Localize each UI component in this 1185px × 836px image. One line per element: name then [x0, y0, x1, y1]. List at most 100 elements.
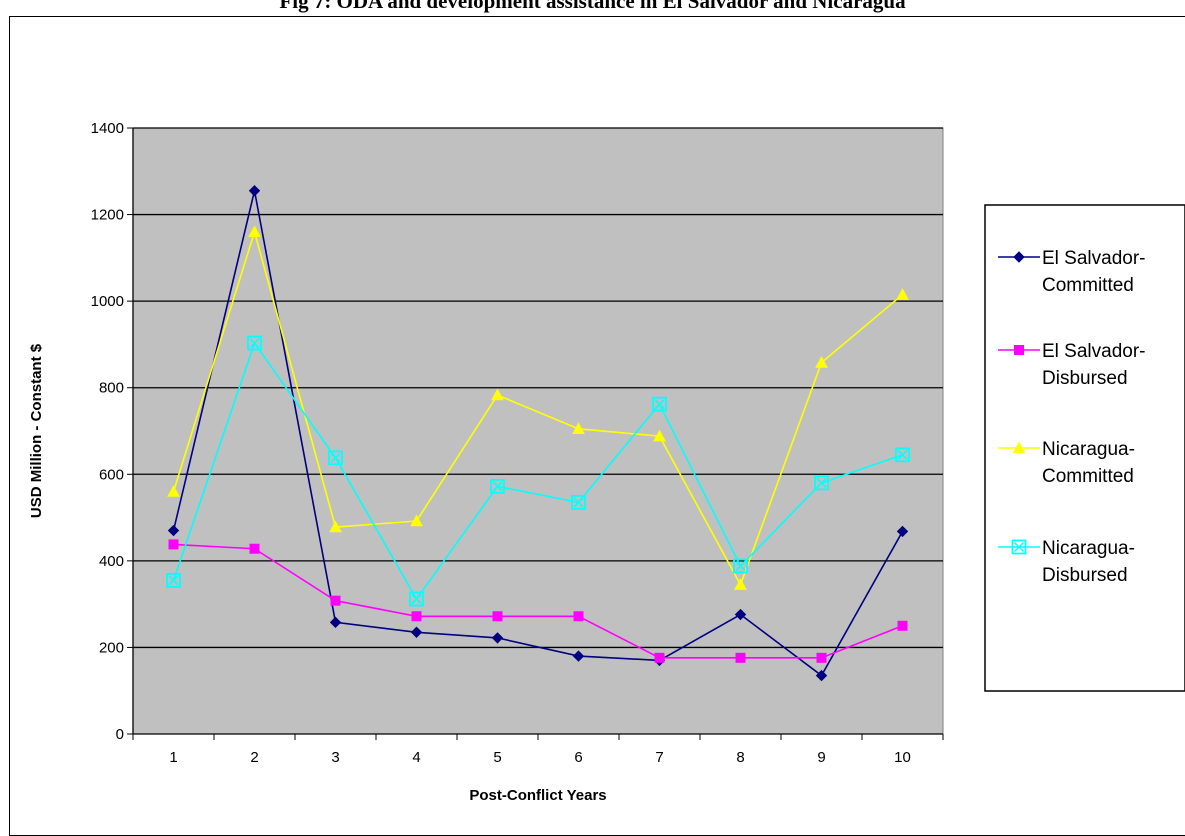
data-point — [897, 620, 908, 631]
marker-diamond — [572, 650, 585, 662]
data-point — [167, 524, 180, 537]
data-point — [735, 652, 746, 663]
legend-marker — [1014, 345, 1024, 355]
marker-x-b — [330, 452, 341, 463]
marker-box — [490, 479, 505, 494]
legend-entry-3: Nicaragua- Disbursed — [998, 538, 1135, 586]
series-line — [172, 190, 904, 677]
data-point — [491, 632, 504, 644]
marker-x-b — [249, 338, 260, 349]
data-point — [734, 608, 747, 621]
legend-label: Committed — [1042, 466, 1134, 487]
x-tick-label: 10 — [894, 749, 911, 766]
x-tick-label: 1 — [169, 749, 177, 766]
marker-box — [652, 396, 667, 412]
data-point — [167, 485, 180, 497]
data-point — [330, 595, 341, 606]
data-point — [411, 611, 422, 622]
marker-x-b — [492, 481, 503, 492]
x-tick-label: 3 — [331, 749, 339, 766]
marker-triangle — [329, 520, 342, 533]
y-tick-label: 600 — [99, 466, 124, 483]
marker-triangle — [734, 578, 747, 590]
data-point — [492, 611, 503, 622]
legend-marker — [1012, 441, 1026, 454]
x-tick-label: 2 — [250, 749, 258, 766]
data-point — [814, 475, 829, 491]
marker-square — [411, 611, 422, 622]
data-point — [571, 495, 586, 510]
marker-box — [814, 475, 829, 491]
marker-square — [330, 595, 341, 606]
legend: El Salvador- Committed El Salvador- Disburs… — [984, 204, 1185, 692]
marker-square — [249, 543, 260, 554]
data-point — [329, 616, 342, 629]
legend-entry-1: El Salvador- Disbursed — [998, 341, 1146, 389]
marker-x-b — [411, 593, 422, 604]
series-line — [173, 543, 903, 659]
y-tick-label: 1400 — [91, 120, 124, 137]
legend-label: El Salvador- — [1042, 248, 1146, 269]
marker-diamond — [1013, 251, 1025, 263]
legend-entry-0: El Salvador- Committed — [998, 248, 1146, 296]
marker-diamond — [248, 185, 261, 197]
series-2 — [167, 225, 909, 590]
marker-square — [573, 611, 584, 622]
data-point — [409, 591, 424, 607]
marker-x-b — [897, 449, 908, 460]
series-3 — [166, 335, 910, 607]
legend-label: Disbursed — [1042, 565, 1128, 586]
marker-box — [247, 335, 262, 351]
data-point — [166, 572, 181, 588]
marker-diamond — [329, 616, 342, 629]
plot-area — [132, 127, 944, 735]
legend-label: Committed — [1042, 275, 1134, 296]
data-point — [328, 450, 343, 466]
marker-square — [654, 652, 665, 663]
x-tick-label: 7 — [655, 749, 663, 766]
marker-triangle — [167, 485, 180, 497]
marker-triangle — [491, 388, 504, 401]
marker-triangle — [410, 514, 423, 527]
marker-square — [816, 652, 827, 663]
data-point — [248, 225, 261, 238]
data-point — [653, 429, 666, 442]
y-tick-label: 1000 — [91, 293, 124, 310]
marker-triangle — [248, 225, 261, 238]
marker-x-b — [735, 561, 746, 572]
legend-label: Disbursed — [1042, 368, 1128, 389]
legend-label: Nicaragua- — [1042, 538, 1135, 559]
marker-diamond — [896, 525, 909, 538]
data-point — [248, 185, 261, 197]
series-line — [172, 229, 904, 587]
marker-box — [328, 450, 343, 466]
data-point — [896, 288, 909, 300]
data-point — [815, 356, 828, 368]
data-point — [249, 543, 260, 554]
x-axis-title: Post-Conflict Years — [469, 787, 606, 804]
y-tick-label: 200 — [99, 639, 124, 656]
marker-box — [1011, 539, 1027, 555]
data-point — [815, 669, 828, 682]
series-0 — [167, 185, 909, 682]
data-point — [491, 388, 504, 401]
data-point — [572, 422, 585, 435]
marker-x-b — [573, 497, 584, 508]
marker-diamond — [167, 524, 180, 537]
marker-x-b — [168, 575, 179, 586]
x-tick-label: 8 — [736, 749, 744, 766]
marker-x-b — [816, 477, 827, 488]
data-point — [168, 539, 179, 550]
marker-x-b — [654, 399, 665, 410]
data-point — [733, 558, 748, 574]
data-point — [734, 578, 747, 590]
marker-diamond — [491, 632, 504, 644]
marker-triangle — [815, 356, 828, 368]
data-point — [329, 520, 342, 533]
legend-label: El Salvador- — [1042, 341, 1146, 362]
marker-box — [166, 572, 181, 588]
data-point — [490, 479, 505, 494]
marker-triangle — [572, 422, 585, 435]
x-tick-label: 9 — [817, 749, 825, 766]
